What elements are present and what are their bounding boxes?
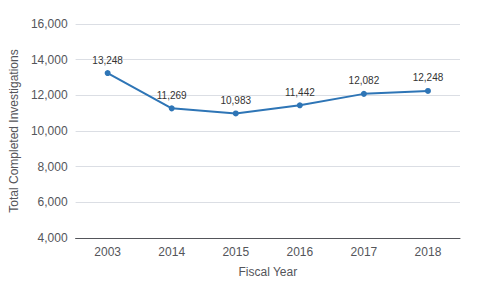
svg-text:2014: 2014 <box>158 245 185 259</box>
svg-text:11,269: 11,269 <box>157 90 187 101</box>
svg-text:2015: 2015 <box>222 245 249 259</box>
svg-text:2018: 2018 <box>415 245 442 259</box>
svg-text:2017: 2017 <box>351 245 378 259</box>
svg-text:12,248: 12,248 <box>413 72 444 83</box>
svg-text:12,000: 12,000 <box>31 88 68 102</box>
svg-text:Fiscal Year: Fiscal Year <box>238 265 297 279</box>
svg-text:16,000: 16,000 <box>31 17 68 31</box>
svg-text:2016: 2016 <box>286 245 313 259</box>
svg-text:14,000: 14,000 <box>31 53 68 67</box>
svg-text:12,082: 12,082 <box>349 75 380 86</box>
svg-text:13,248: 13,248 <box>92 55 123 66</box>
svg-text:11,442: 11,442 <box>285 87 315 98</box>
svg-text:6,000: 6,000 <box>38 195 68 209</box>
svg-text:10,983: 10,983 <box>220 95 251 106</box>
svg-text:10,000: 10,000 <box>31 124 68 138</box>
svg-text:8,000: 8,000 <box>38 160 68 174</box>
svg-text:2003: 2003 <box>94 245 121 259</box>
svg-text:4,000: 4,000 <box>38 231 68 245</box>
svg-text:Total Completed Investigations: Total Completed Investigations <box>7 49 21 212</box>
